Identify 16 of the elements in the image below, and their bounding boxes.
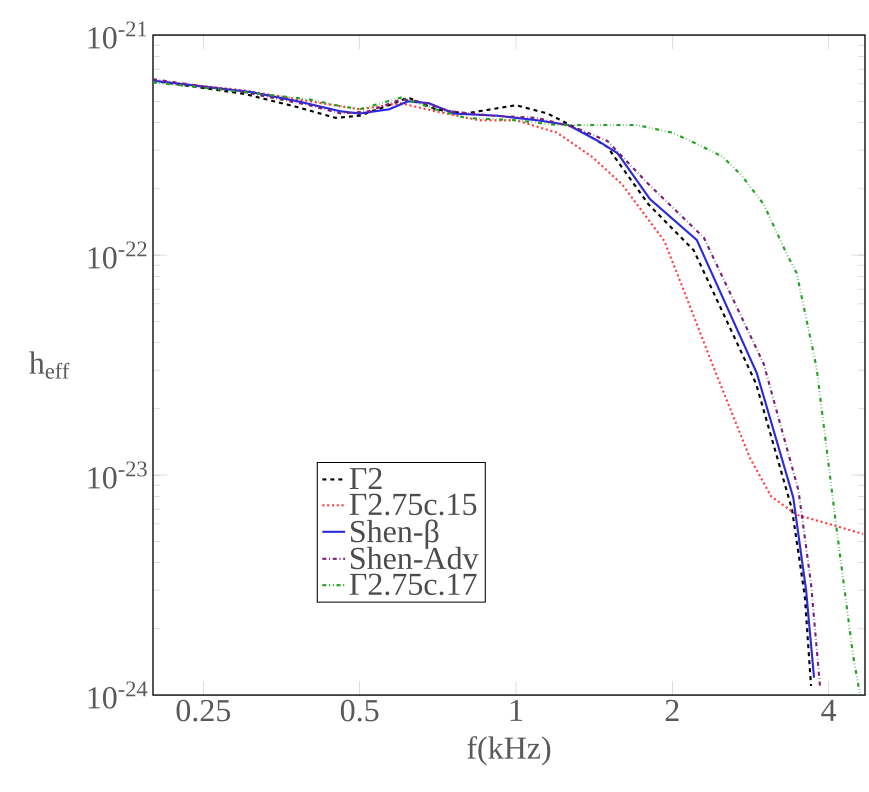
y-tick-label: 10$^{-24}$	[88, 681, 148, 709]
x-tick-label: 4	[821, 700, 836, 721]
legend-label: Γ2.75c.17	[350, 574, 477, 596]
legend-label: Γ2.75c.15	[350, 494, 476, 516]
y-tick-label: 10$^{-23}$	[88, 461, 147, 489]
y-axis-title: h$_{eff}$	[29, 351, 70, 379]
x-axis-title: f(kHz)	[467, 736, 550, 766]
x-tick-label: 0.5	[340, 700, 378, 722]
y-tick-label: 10$^{-22}$	[88, 241, 146, 269]
x-tick-label: 2	[666, 700, 679, 721]
x-tick-label: 1	[510, 700, 522, 721]
legend-label: Shen-Adv	[350, 546, 479, 570]
legend-label: Shen-β	[350, 520, 438, 549]
y-tick-label: 10$^{-21}$	[88, 21, 146, 49]
legend-label: Γ2	[350, 468, 382, 490]
x-tick-label: 0.25	[176, 700, 230, 722]
